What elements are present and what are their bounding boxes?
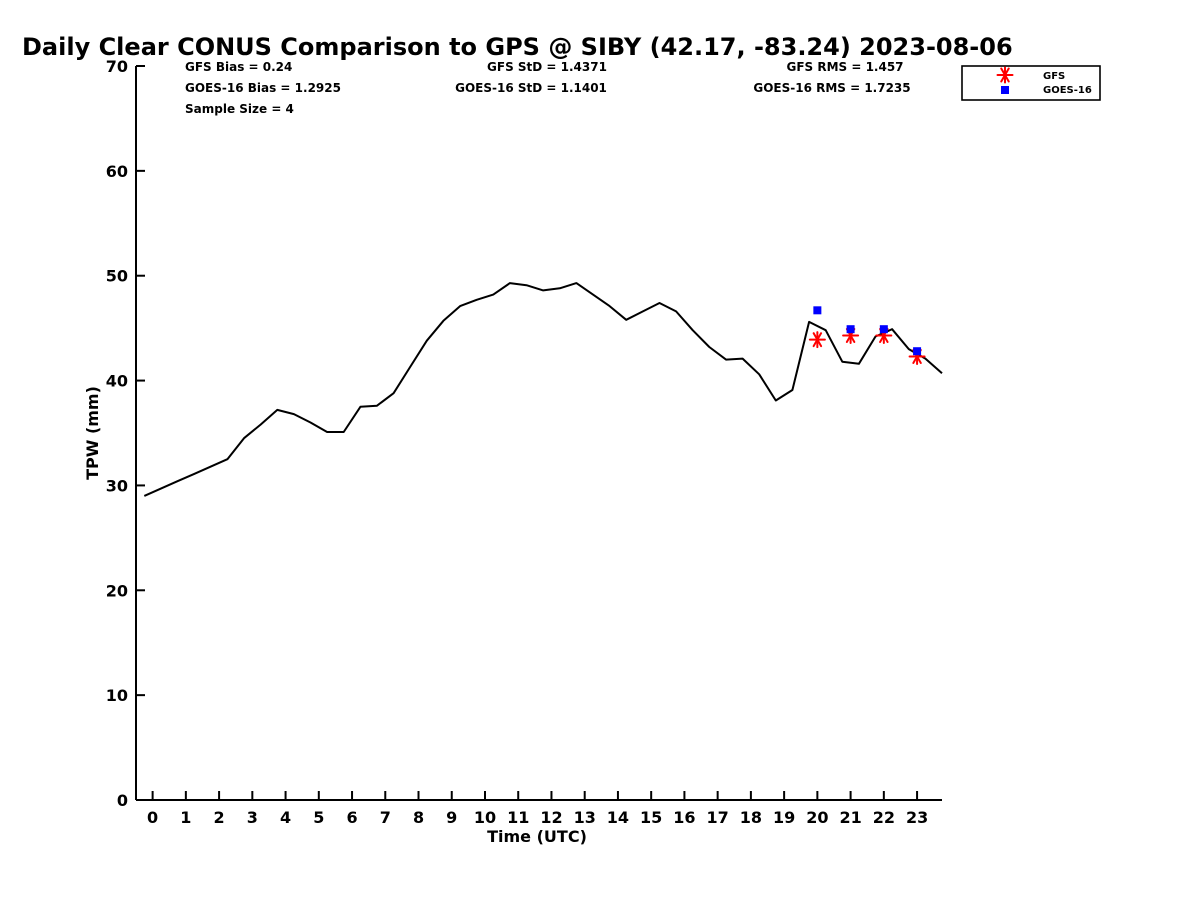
gps-tpw-line [143,282,943,497]
goes16-point [846,325,855,334]
x-tick-label: 7 [380,808,391,827]
y-tick-label: 50 [106,267,128,286]
y-tick-label: 40 [106,372,128,391]
y-tick-label: 70 [106,57,128,76]
x-tick-label: 22 [873,808,895,827]
legend-goes-marker [1001,86,1009,94]
goes16-point [913,347,922,356]
x-tick-label: 8 [413,808,424,827]
plot-area [143,282,943,497]
x-tick-label: 0 [147,808,158,827]
legend-box [961,65,1101,101]
y-tick-label: 60 [106,162,128,181]
y-tick-label: 10 [106,686,128,705]
x-tick-label: 9 [446,808,457,827]
x-tick-label: 10 [474,808,496,827]
goes16-point [813,306,822,315]
x-tick-label: 3 [247,808,258,827]
legend-goes-label: GOES-16 [1043,85,1092,96]
legend-gfs-label: GFS [1043,71,1065,82]
statistics-panel: GFS Bias = 0.24 GOES-16 Bias = 1.2925 Sa… [185,60,911,116]
x-tick-label: 6 [346,808,357,827]
x-tick-label: 4 [280,808,291,827]
x-tick-label: 21 [839,808,861,827]
x-tick-label: 12 [540,808,562,827]
x-tick-label: 11 [507,808,529,827]
y-axis-label: TPW (mm) [83,386,102,480]
x-tick-label: 13 [574,808,596,827]
x-tick-label: 1 [180,808,191,827]
y-tick-label: 20 [106,581,128,600]
x-axis-label: Time (UTC) [487,827,587,846]
gfs-std-stat: GFS StD = 1.4371 [487,60,607,74]
x-tick-label: 17 [707,808,729,827]
x-tick-label: 5 [313,808,324,827]
goes-bias-stat: GOES-16 Bias = 1.2925 [185,81,341,95]
goes16-point [879,325,888,334]
x-tick-label: 23 [906,808,928,827]
sample-size-stat: Sample Size = 4 [185,102,294,116]
x-tick-label: 18 [740,808,762,827]
gfs-bias-stat: GFS Bias = 0.24 [185,60,292,74]
x-tick-label: 19 [773,808,795,827]
gfs-asterisk-icon [996,66,1014,84]
x-tick-label: 2 [214,808,225,827]
goes-std-stat: GOES-16 StD = 1.1401 [455,81,607,95]
chart-title: Daily Clear CONUS Comparison to GPS @ SI… [22,33,1013,61]
y-tick-label: 0 [117,791,128,810]
x-tick-label: 14 [607,808,629,827]
legend: GFS GOES-16 [961,65,1101,101]
x-tick-label: 16 [673,808,695,827]
x-tick-label: 15 [640,808,662,827]
gfs-rms-stat: GFS RMS = 1.457 [786,60,903,74]
legend-gfs-marker [996,66,1014,84]
y-tick-label: 30 [106,476,128,495]
x-tick-label: 20 [806,808,828,827]
gfs-point [808,331,826,349]
goes-rms-stat: GOES-16 RMS = 1.7235 [753,81,910,95]
